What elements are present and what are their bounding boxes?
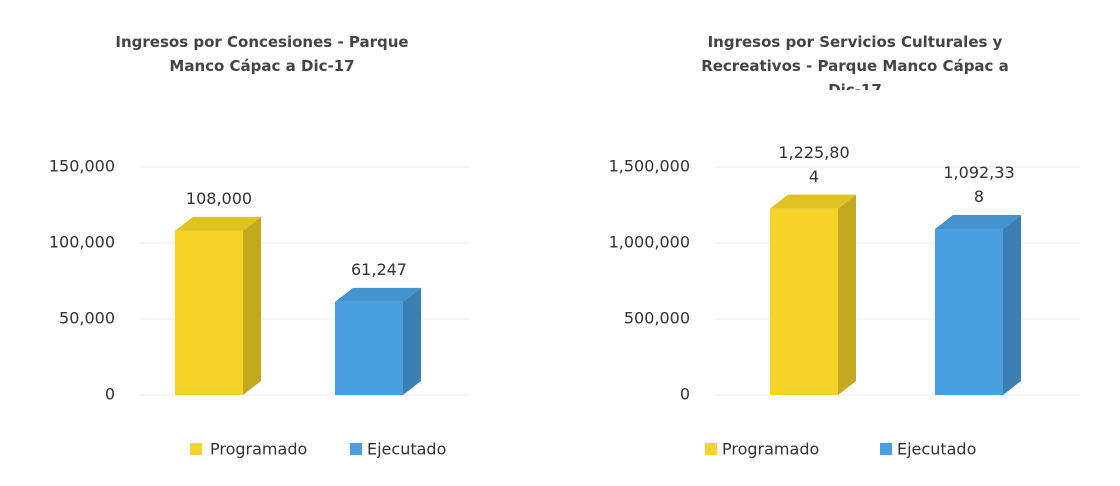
bar	[770, 194, 856, 395]
y-tick-label: 50,000	[59, 309, 115, 328]
chart-title: Ingresos por Servicios Culturales y Recr…	[701, 33, 1009, 90]
value-label: 61,247	[351, 259, 407, 279]
y-tick-label: 1,000,000	[609, 233, 690, 252]
bar-front	[335, 301, 403, 395]
y-tick-label: 1,500,000	[609, 157, 690, 176]
value-label-box: 108,000	[185, 188, 253, 208]
y-tick-label: 100,000	[49, 233, 115, 252]
legend-swatch	[705, 443, 717, 455]
bar-top	[935, 214, 1021, 229]
bar	[175, 216, 261, 395]
bar-front	[935, 228, 1003, 395]
value-label-box: 1,225,804	[778, 142, 850, 186]
value-label: 1,092,338	[943, 162, 1015, 206]
title-box: Ingresos por Servicios Culturales y Recr…	[701, 33, 1009, 90]
bar	[335, 287, 421, 395]
value-label: 108,000	[185, 188, 253, 208]
legend-label: Ejecutado	[897, 440, 976, 459]
bar-side	[403, 287, 421, 395]
bar-top	[770, 194, 856, 209]
bar-side	[243, 216, 261, 395]
value-label-box: 1,092,338	[943, 162, 1015, 206]
y-tick-label: 150,000	[49, 157, 115, 176]
bar-top	[335, 287, 421, 302]
legend-swatch	[350, 443, 362, 455]
legend-swatch	[190, 443, 202, 455]
y-tick-label: 500,000	[624, 309, 690, 328]
value-label: 1,225,804	[778, 142, 850, 186]
legend-label: Ejecutado	[367, 440, 446, 459]
bar	[935, 214, 1021, 395]
chart-title: Ingresos por Concesiones - Parque Manco …	[115, 33, 409, 75]
bar-side	[1003, 214, 1021, 395]
legend-label: Programado	[210, 440, 307, 459]
legend-swatch	[880, 443, 892, 455]
y-tick-label: 0	[680, 385, 690, 404]
title-box: Ingresos por Concesiones - Parque Manco …	[115, 33, 409, 75]
bar-front	[770, 208, 838, 395]
bar-front	[175, 230, 243, 395]
y-tick-label: 0	[105, 385, 115, 404]
value-label-box: 61,247	[351, 259, 407, 279]
legend-label: Programado	[722, 440, 819, 459]
bar-top	[175, 216, 261, 231]
bar-side	[838, 194, 856, 395]
